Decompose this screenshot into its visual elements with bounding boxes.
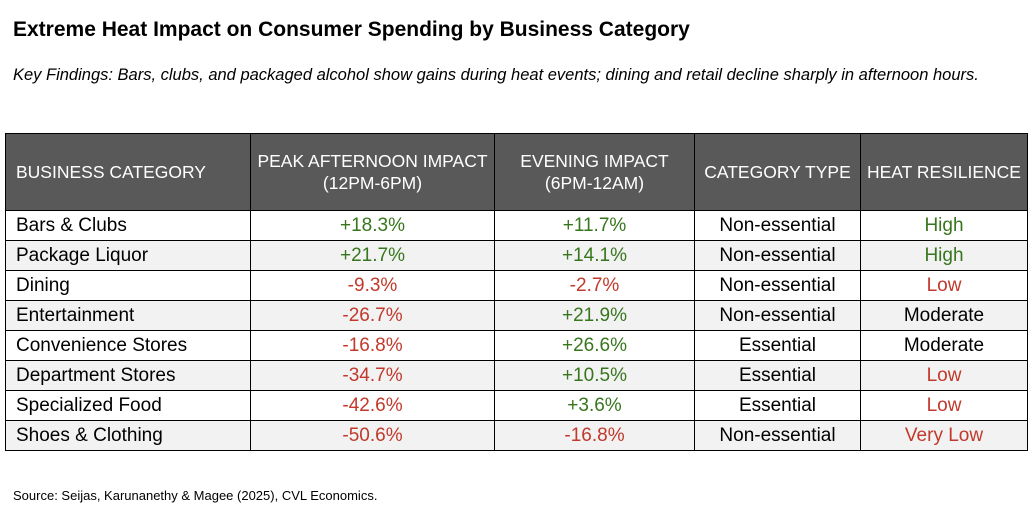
- cell-heat-resilience: Moderate: [860, 330, 1028, 361]
- cell-afternoon-impact: -42.6%: [250, 390, 495, 421]
- cell-afternoon-impact: +18.3%: [250, 210, 495, 241]
- table-row: Shoes & Clothing -50.6% -16.8% Non-essentia…: [5, 420, 1028, 451]
- impact-table: BUSINESS CATEGORY PEAK AFTERNOON IMPACT …: [5, 133, 1028, 451]
- source-note: Source: Seijas, Karunanethy & Magee (202…: [13, 488, 378, 503]
- cell-heat-resilience: Low: [860, 360, 1028, 391]
- cell-afternoon-impact: -26.7%: [250, 300, 495, 331]
- cell-category: Department Stores: [5, 360, 251, 391]
- cell-evening-impact: +14.1%: [494, 240, 695, 271]
- cell-category-type: Non-essential: [694, 240, 861, 271]
- cell-heat-resilience: High: [860, 240, 1028, 271]
- table-row: Specialized Food -42.6% +3.6% Essential Low: [5, 390, 1028, 421]
- cell-afternoon-impact: -9.3%: [250, 270, 495, 301]
- table-row: Department Stores -34.7% +10.5% Essential Lo…: [5, 360, 1028, 391]
- cell-category-type: Essential: [694, 330, 861, 361]
- cell-category: Entertainment: [5, 300, 251, 331]
- cell-afternoon-impact: -50.6%: [250, 420, 495, 451]
- table-row: Dining -9.3% -2.7% Non-essential Low: [5, 270, 1028, 301]
- cell-category: Bars & Clubs: [5, 210, 251, 241]
- header-row: BUSINESS CATEGORY PEAK AFTERNOON IMPACT …: [5, 133, 1028, 211]
- cell-category: Specialized Food: [5, 390, 251, 421]
- cell-evening-impact: +10.5%: [494, 360, 695, 391]
- cell-afternoon-impact: -34.7%: [250, 360, 495, 391]
- table-row: Bars & Clubs +18.3% +11.7% Non-essential Hig…: [5, 210, 1028, 241]
- page-title: Extreme Heat Impact on Consumer Spending…: [13, 18, 690, 41]
- cell-heat-resilience: Very Low: [860, 420, 1028, 451]
- cell-evening-impact: -2.7%: [494, 270, 695, 301]
- col-header-afternoon: PEAK AFTERNOON IMPACT (12PM-6PM): [250, 133, 495, 211]
- key-findings: Key Findings: Bars, clubs, and packaged …: [13, 66, 979, 84]
- cell-category: Dining: [5, 270, 251, 301]
- cell-category-type: Non-essential: [694, 300, 861, 331]
- cell-heat-resilience: Moderate: [860, 300, 1028, 331]
- table-row: Convenience Stores -16.8% +26.6% Essential M…: [5, 330, 1028, 361]
- cell-category-type: Non-essential: [694, 420, 861, 451]
- cell-afternoon-impact: -16.8%: [250, 330, 495, 361]
- cell-evening-impact: +3.6%: [494, 390, 695, 421]
- cell-heat-resilience: High: [860, 210, 1028, 241]
- cell-evening-impact: +11.7%: [494, 210, 695, 241]
- cell-category: Convenience Stores: [5, 330, 251, 361]
- cell-evening-impact: -16.8%: [494, 420, 695, 451]
- cell-evening-impact: +26.6%: [494, 330, 695, 361]
- cell-heat-resilience: Low: [860, 390, 1028, 421]
- col-header-type: CATEGORY TYPE: [694, 133, 861, 211]
- cell-afternoon-impact: +21.7%: [250, 240, 495, 271]
- col-header-category: BUSINESS CATEGORY: [5, 133, 251, 211]
- cell-category-type: Non-essential: [694, 270, 861, 301]
- cell-category: Package Liquor: [5, 240, 251, 271]
- cell-heat-resilience: Low: [860, 270, 1028, 301]
- cell-category: Shoes & Clothing: [5, 420, 251, 451]
- col-header-resilience: HEAT RESILIENCE: [860, 133, 1028, 211]
- cell-evening-impact: +21.9%: [494, 300, 695, 331]
- col-header-evening: EVENING IMPACT (6PM-12AM): [494, 133, 695, 211]
- cell-category-type: Essential: [694, 390, 861, 421]
- table-row: Entertainment -26.7% +21.9% Non-essential Mo…: [5, 300, 1028, 331]
- cell-category-type: Essential: [694, 360, 861, 391]
- table-row: Package Liquor +21.7% +14.1% Non-essential H…: [5, 240, 1028, 271]
- cell-category-type: Non-essential: [694, 210, 861, 241]
